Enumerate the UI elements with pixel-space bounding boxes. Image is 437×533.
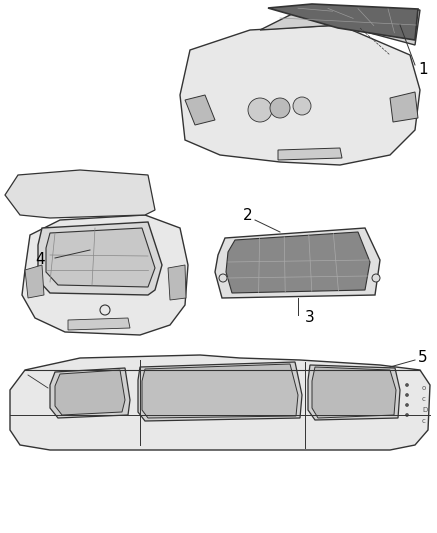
- Circle shape: [372, 274, 380, 282]
- Text: o: o: [422, 385, 426, 391]
- Text: 4: 4: [35, 253, 45, 268]
- Text: D: D: [422, 407, 427, 413]
- Polygon shape: [25, 265, 44, 298]
- Circle shape: [406, 403, 409, 407]
- Polygon shape: [142, 364, 298, 418]
- Circle shape: [270, 98, 290, 118]
- Polygon shape: [168, 265, 186, 300]
- Circle shape: [219, 274, 227, 282]
- Polygon shape: [138, 362, 302, 421]
- Polygon shape: [215, 228, 380, 298]
- Polygon shape: [180, 25, 420, 165]
- Polygon shape: [185, 95, 215, 125]
- Circle shape: [293, 97, 311, 115]
- Polygon shape: [68, 318, 130, 330]
- Polygon shape: [278, 148, 342, 160]
- Polygon shape: [390, 92, 418, 122]
- Polygon shape: [50, 368, 130, 418]
- Polygon shape: [46, 228, 155, 287]
- Polygon shape: [308, 365, 400, 420]
- Text: 1: 1: [418, 62, 428, 77]
- Polygon shape: [260, 5, 420, 45]
- Circle shape: [248, 98, 272, 122]
- Polygon shape: [312, 367, 396, 418]
- Polygon shape: [55, 370, 125, 415]
- Polygon shape: [5, 170, 155, 218]
- Text: 3: 3: [305, 311, 315, 326]
- Polygon shape: [10, 355, 430, 450]
- Text: c: c: [422, 418, 426, 424]
- Polygon shape: [268, 4, 418, 40]
- Text: 5: 5: [418, 351, 428, 366]
- Text: c: c: [422, 396, 426, 402]
- Polygon shape: [226, 232, 370, 293]
- Circle shape: [406, 384, 409, 386]
- Circle shape: [406, 393, 409, 397]
- Text: 2: 2: [243, 208, 253, 223]
- Polygon shape: [22, 215, 188, 335]
- Circle shape: [406, 414, 409, 416]
- Polygon shape: [38, 222, 162, 295]
